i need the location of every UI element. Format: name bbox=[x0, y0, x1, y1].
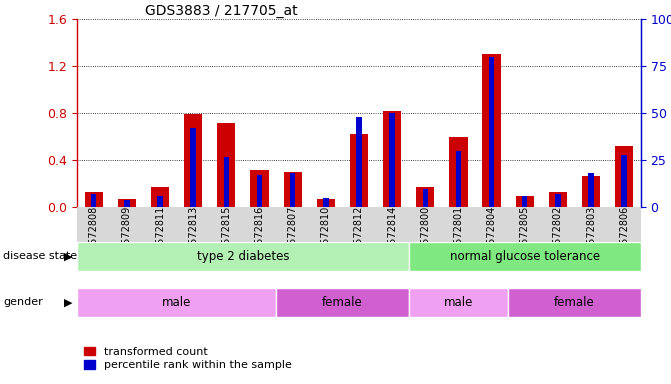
Text: male: male bbox=[444, 296, 473, 309]
Bar bbox=[85, 192, 103, 207]
Text: ▶: ▶ bbox=[64, 297, 72, 308]
Bar bbox=[356, 117, 362, 207]
Bar bbox=[383, 111, 401, 207]
Bar bbox=[409, 288, 508, 317]
Bar bbox=[549, 192, 567, 207]
Text: disease state: disease state bbox=[3, 251, 77, 262]
Text: GDS3883 / 217705_at: GDS3883 / 217705_at bbox=[145, 4, 297, 18]
Text: ▶: ▶ bbox=[64, 251, 72, 262]
Bar bbox=[284, 172, 302, 207]
Bar bbox=[508, 288, 641, 317]
Bar bbox=[290, 174, 295, 207]
Bar bbox=[423, 189, 428, 207]
Text: female: female bbox=[554, 296, 595, 309]
Bar bbox=[157, 196, 163, 207]
Bar bbox=[456, 151, 461, 207]
Bar bbox=[588, 174, 594, 207]
Bar bbox=[191, 128, 196, 207]
Bar bbox=[151, 187, 169, 207]
Text: normal glucose tolerance: normal glucose tolerance bbox=[450, 250, 600, 263]
Bar bbox=[482, 55, 501, 207]
Bar bbox=[515, 195, 534, 207]
Bar bbox=[323, 198, 329, 207]
Bar bbox=[555, 194, 561, 207]
Bar bbox=[409, 242, 641, 271]
Legend: transformed count, percentile rank within the sample: transformed count, percentile rank withi… bbox=[79, 342, 296, 375]
Text: male: male bbox=[162, 296, 191, 309]
Bar bbox=[317, 199, 335, 207]
Bar bbox=[615, 146, 633, 207]
Bar bbox=[522, 196, 527, 207]
Bar bbox=[91, 194, 97, 207]
Bar bbox=[621, 155, 627, 207]
Bar bbox=[250, 170, 268, 207]
Bar bbox=[582, 175, 600, 207]
Bar bbox=[217, 123, 236, 207]
Text: female: female bbox=[322, 296, 363, 309]
Bar bbox=[124, 200, 130, 207]
Bar bbox=[450, 137, 468, 207]
Text: type 2 diabetes: type 2 diabetes bbox=[197, 250, 289, 263]
Bar bbox=[184, 114, 203, 207]
Bar bbox=[489, 57, 495, 207]
Text: gender: gender bbox=[3, 297, 43, 308]
Bar bbox=[77, 288, 276, 317]
Bar bbox=[118, 199, 136, 207]
Bar bbox=[276, 288, 409, 317]
Bar bbox=[416, 187, 434, 207]
Bar bbox=[350, 134, 368, 207]
Bar bbox=[257, 175, 262, 207]
Bar bbox=[77, 242, 409, 271]
Bar bbox=[389, 113, 395, 207]
Bar bbox=[223, 157, 229, 207]
